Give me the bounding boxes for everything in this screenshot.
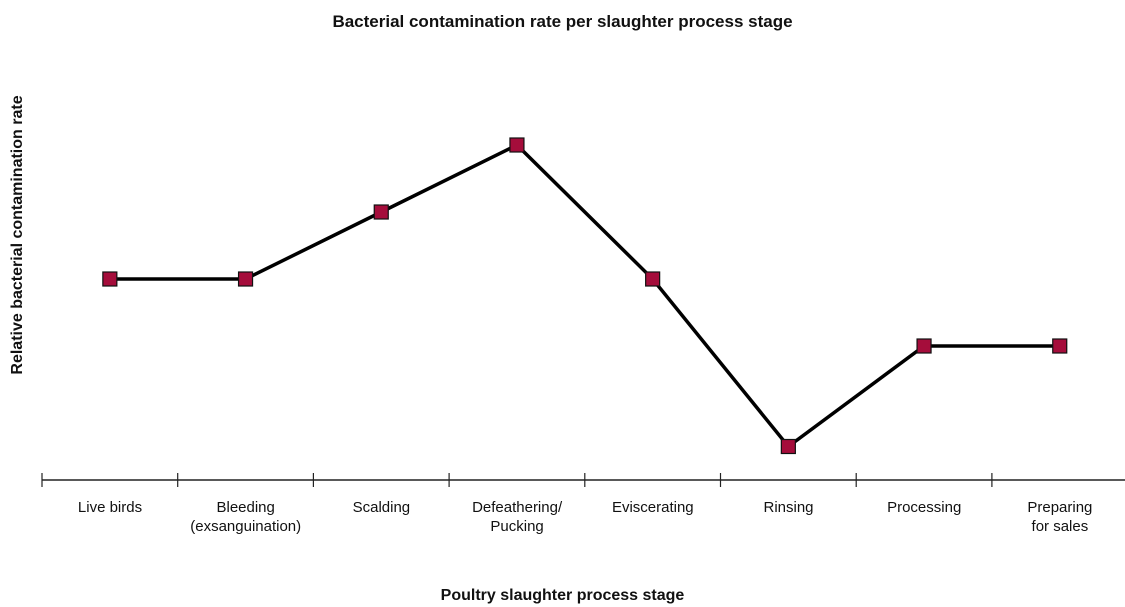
chart-title: Bacterial contamination rate per slaught… bbox=[332, 12, 793, 31]
marker bbox=[102, 271, 118, 287]
x-tick-label: Scalding bbox=[352, 499, 411, 516]
marker bbox=[780, 438, 796, 455]
x-tick-label: Defeathering/ Pucking bbox=[472, 499, 563, 535]
marker bbox=[373, 204, 389, 220]
x-tick-label: Processing bbox=[887, 499, 962, 516]
x-tick-label: Rinsing bbox=[763, 499, 814, 516]
marker bbox=[1052, 338, 1068, 354]
x-tick-label: Bleeding (exsanguination) bbox=[190, 499, 302, 535]
x-tick-label: Live birds bbox=[77, 499, 143, 516]
x-axis-label: Poultry slaughter process stage bbox=[440, 587, 685, 604]
marker bbox=[916, 338, 932, 354]
marker bbox=[645, 271, 661, 287]
marker bbox=[237, 271, 254, 287]
x-tick-label: Eviscerating bbox=[611, 499, 694, 516]
marker bbox=[509, 137, 525, 153]
series-line bbox=[109, 142, 1060, 449]
x-tick-label: Preparing for sales bbox=[1027, 499, 1093, 535]
